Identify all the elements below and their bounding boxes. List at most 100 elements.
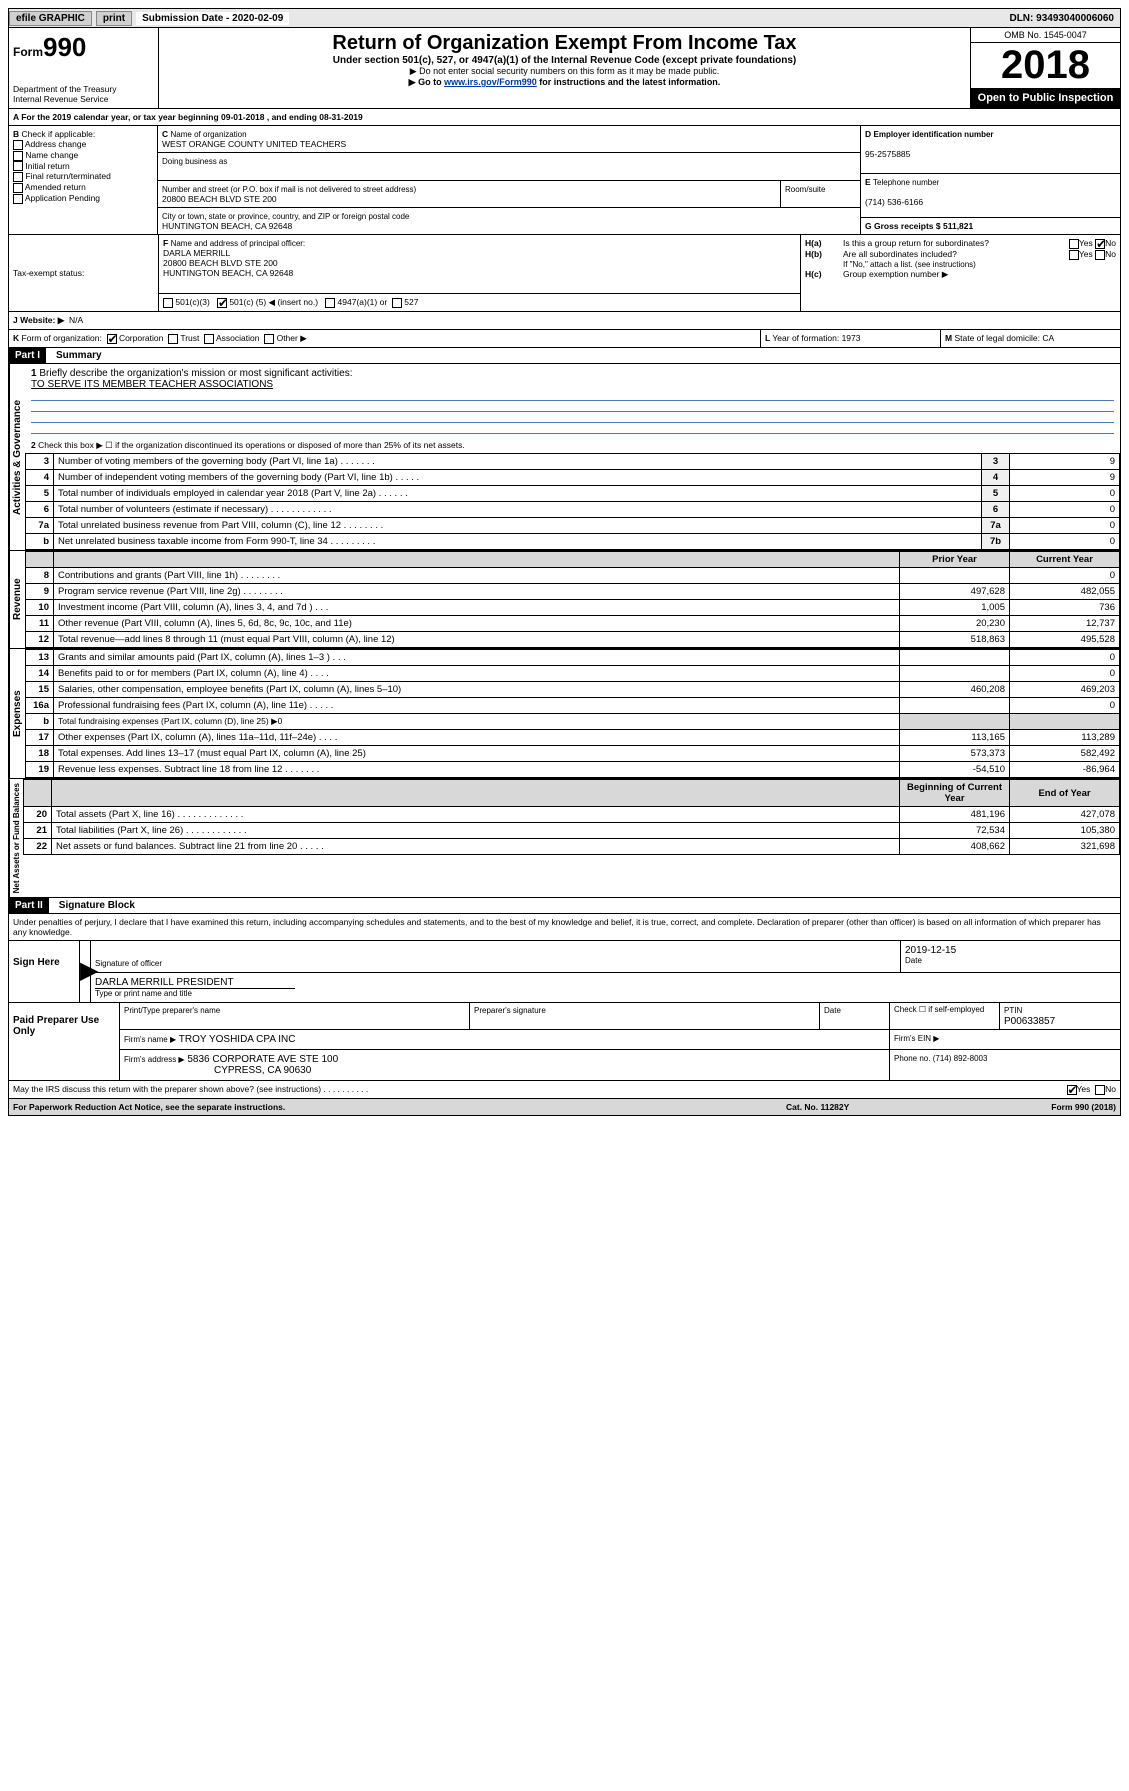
line-20: 20Total assets (Part X, line 16) . . . .… (24, 807, 1120, 823)
k-assoc[interactable] (204, 334, 214, 344)
k-corp[interactable] (107, 334, 117, 344)
checkbox-initial-return: Initial return (13, 161, 153, 172)
section-c-name: C Name of organization WEST ORANGE COUNT… (158, 126, 861, 153)
checkbox-application-pending: Application Pending (13, 193, 153, 204)
line-15: 15Salaries, other compensation, employee… (26, 682, 1120, 698)
discuss-with-preparer: May the IRS discuss this return with the… (8, 1081, 1121, 1099)
section-i-left: Tax-exempt status: (8, 235, 158, 312)
footer-bar: For Paperwork Reduction Act Notice, see … (8, 1099, 1121, 1116)
goto-pre: ▶ Go to (409, 77, 444, 87)
sign-here-label: Sign Here (9, 941, 79, 1002)
form-ref: Form 990 (2018) (1051, 1102, 1116, 1112)
form990-link[interactable]: www.irs.gov/Form990 (444, 77, 537, 87)
line-2: 2 Check this box ▶ ☐ if the organization… (25, 438, 1120, 453)
line-13: 13Grants and similar amounts paid (Part … (26, 650, 1120, 666)
print-button[interactable]: print (96, 11, 132, 26)
firm-name: Firm's name ▶ TROY YOSHIDA CPA INC (120, 1030, 890, 1049)
line-10: 10Investment income (Part VIII, column (… (26, 600, 1120, 616)
tax-year: 2018 (971, 43, 1120, 88)
preparer-date-col: Date (820, 1003, 890, 1029)
line-19: 19Revenue less expenses. Subtract line 1… (26, 762, 1120, 778)
expense-lines: 13Grants and similar amounts paid (Part … (25, 649, 1120, 778)
preparer-sig-col: Preparer's signature (470, 1003, 820, 1029)
section-f-officer: F Name and address of principal officer:… (158, 235, 801, 293)
net-lines: Beginning of Current YearEnd of Year 20T… (23, 779, 1120, 855)
ssn-notice: ▶ Do not enter social security numbers o… (163, 66, 966, 77)
checkbox-amended-return: Amended return (13, 182, 153, 193)
line-18: 18Total expenses. Add lines 13–17 (must … (26, 746, 1120, 762)
part-i-header: Part I Summary (8, 348, 1121, 364)
goto-post: for instructions and the latest informat… (537, 77, 721, 87)
firm-address: Firm's address ▶ 5836 CORPORATE AVE STE … (120, 1050, 890, 1080)
room-suite: Room/suite (781, 181, 861, 208)
section-m-state: M State of legal domicile: CA (941, 330, 1121, 348)
irs-label: Internal Revenue Service (13, 94, 154, 104)
line-17: 17Other expenses (Part IX, column (A), l… (26, 730, 1120, 746)
officer-signature-field[interactable]: Signature of officer (91, 941, 900, 972)
submission-date: Submission Date - 2020-02-09 (136, 12, 289, 25)
line-16a: 16aProfessional fundraising fees (Part I… (26, 698, 1120, 714)
vlabel-governance: Activities & Governance (9, 364, 25, 550)
line-6: 6Total number of volunteers (estimate if… (26, 502, 1120, 518)
line-a-tax-year: A For the 2019 calendar year, or tax yea… (8, 109, 1121, 126)
section-h: H(a)Is this a group return for subordina… (801, 235, 1121, 312)
line-9: 9Program service revenue (Part VIII, lin… (26, 584, 1120, 600)
checkbox-name-change: Name change (13, 150, 153, 161)
perjury-declaration: Under penalties of perjury, I declare th… (8, 914, 1121, 941)
street-address: Number and street (or P.O. box if mail i… (158, 181, 781, 208)
line-3: 3Number of voting members of the governi… (26, 454, 1120, 470)
line-12: 12Total revenue—add lines 8 through 11 (… (26, 632, 1120, 648)
k-trust[interactable] (168, 334, 178, 344)
form-subtitle: Under section 501(c), 527, or 4947(a)(1)… (163, 55, 966, 66)
efile-graphic-button[interactable]: efile GRAPHIC (9, 11, 92, 26)
paid-preparer-label: Paid Preparer Use Only (9, 1003, 119, 1080)
self-employed: Check ☐ if self-employed (890, 1003, 1000, 1029)
checkbox-address-change: Address change (13, 139, 153, 150)
501c-checkbox[interactable] (217, 298, 227, 308)
discuss-yes[interactable] (1067, 1085, 1077, 1095)
hb-yes[interactable] (1069, 250, 1079, 260)
line-4: 4Number of independent voting members of… (26, 470, 1120, 486)
vlabel-revenue: Revenue (9, 551, 25, 648)
section-b: B Check if applicable: Address change Na… (8, 126, 158, 235)
discuss-no[interactable] (1095, 1085, 1105, 1095)
line-8: 8Contributions and grants (Part VIII, li… (26, 568, 1120, 584)
line-7a: 7aTotal unrelated business revenue from … (26, 518, 1120, 534)
dba: Doing business as (158, 153, 861, 181)
line-11: 11Other revenue (Part VIII, column (A), … (26, 616, 1120, 632)
line-22: 22Net assets or fund balances. Subtract … (24, 839, 1120, 855)
line-5: 5Total number of individuals employed in… (26, 486, 1120, 502)
section-l-year: L Year of formation: 1973 (761, 330, 941, 348)
preparer-name-col: Print/Type preparer's name (120, 1003, 470, 1029)
firm-ein: Firm's EIN ▶ (890, 1030, 1120, 1049)
form-header: Form990 Department of the Treasury Inter… (8, 28, 1121, 109)
dln: DLN: 93493040006060 (1009, 13, 1120, 24)
sign-date: 2019-12-15 Date (900, 941, 1120, 972)
ptin: PTINP00633857 (1000, 1003, 1120, 1029)
hb-no[interactable] (1095, 250, 1105, 260)
part-ii-header: Part II Signature Block (8, 898, 1121, 914)
section-g-receipts: G Gross receipts $ 511,821 (861, 218, 1121, 235)
governance-lines: 3Number of voting members of the governi… (25, 453, 1120, 550)
city-state-zip: City or town, state or province, country… (158, 208, 861, 235)
org-name: WEST ORANGE COUNTY UNITED TEACHERS (162, 139, 346, 149)
line-14: 14Benefits paid to or for members (Part … (26, 666, 1120, 682)
dept-treasury: Department of the Treasury (13, 84, 154, 94)
checkbox-final-return-terminated: Final return/terminated (13, 171, 153, 182)
501c3-checkbox[interactable] (163, 298, 173, 308)
ha-yes[interactable] (1069, 239, 1079, 249)
line-21: 21Total liabilities (Part X, line 26) . … (24, 823, 1120, 839)
section-i-status: 501(c)(3) 501(c) (5) ◀ (insert no.) 4947… (158, 293, 801, 312)
line-7b: bNet unrelated business taxable income f… (26, 534, 1120, 550)
ha-no[interactable] (1095, 239, 1105, 249)
527-checkbox[interactable] (392, 298, 402, 308)
4947-checkbox[interactable] (325, 298, 335, 308)
line-b: bTotal fundraising expenses (Part IX, co… (26, 714, 1120, 730)
form-word: Form (13, 45, 43, 59)
omb-number: OMB No. 1545-0047 (971, 28, 1120, 43)
form-title: Return of Organization Exempt From Incom… (163, 32, 966, 55)
line-1-mission: 1 Briefly describe the organization's mi… (25, 364, 1120, 438)
section-e-phone: E Telephone number (714) 536-6166 (861, 174, 1121, 218)
section-d-ein: D Employer identification number 95-2575… (861, 126, 1121, 174)
k-other[interactable] (264, 334, 274, 344)
